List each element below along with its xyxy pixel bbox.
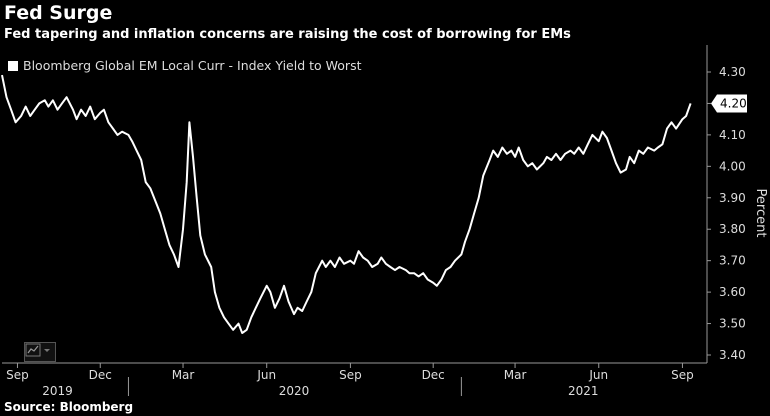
- y-tick-label: 3.50: [719, 317, 746, 331]
- x-tick-label: Sep: [339, 368, 362, 382]
- y-tick-label: 3.70: [719, 254, 746, 268]
- x-tick-label: Sep: [6, 368, 29, 382]
- chart-type-button[interactable]: [24, 342, 56, 362]
- year-label: 2021: [568, 384, 599, 398]
- year-label: 2019: [42, 384, 73, 398]
- year-label: 2020: [279, 384, 310, 398]
- x-tick-label: Jun: [588, 368, 608, 382]
- chart-subtitle: Fed tapering and inflation concerns are …: [4, 27, 571, 42]
- y-tick-label: 4.00: [719, 159, 746, 173]
- y-tick-label: 3.80: [719, 222, 746, 236]
- y-tick-label: 3.90: [719, 191, 746, 205]
- line-chart-icon: [25, 343, 50, 357]
- series-line: [1, 74, 692, 334]
- legend-label: Bloomberg Global EM Local Curr - Index Y…: [23, 58, 362, 73]
- last-value-label: 4.20: [720, 96, 747, 110]
- y-tick-label: 4.30: [719, 65, 746, 79]
- legend: Bloomberg Global EM Local Curr - Index Y…: [8, 58, 361, 73]
- last-value-badge: [711, 94, 747, 113]
- x-tick-label: Mar: [504, 368, 527, 382]
- chart-title: Fed Surge: [4, 2, 113, 24]
- x-tick-label: Dec: [422, 368, 445, 382]
- chevron-down-icon: [44, 349, 50, 352]
- legend-swatch: [8, 60, 18, 71]
- source-note: Source: Bloomberg: [4, 400, 134, 414]
- x-tick-label: Jun: [256, 368, 276, 382]
- y-tick-label: 3.60: [719, 285, 746, 299]
- y-tick-label: 4.10: [719, 128, 746, 142]
- x-tick-label: Mar: [172, 368, 195, 382]
- x-tick-label: Sep: [671, 368, 694, 382]
- y-axis-title: Percent: [753, 189, 768, 238]
- y-tick-label: 3.40: [719, 348, 746, 362]
- x-tick-label: Dec: [89, 368, 112, 382]
